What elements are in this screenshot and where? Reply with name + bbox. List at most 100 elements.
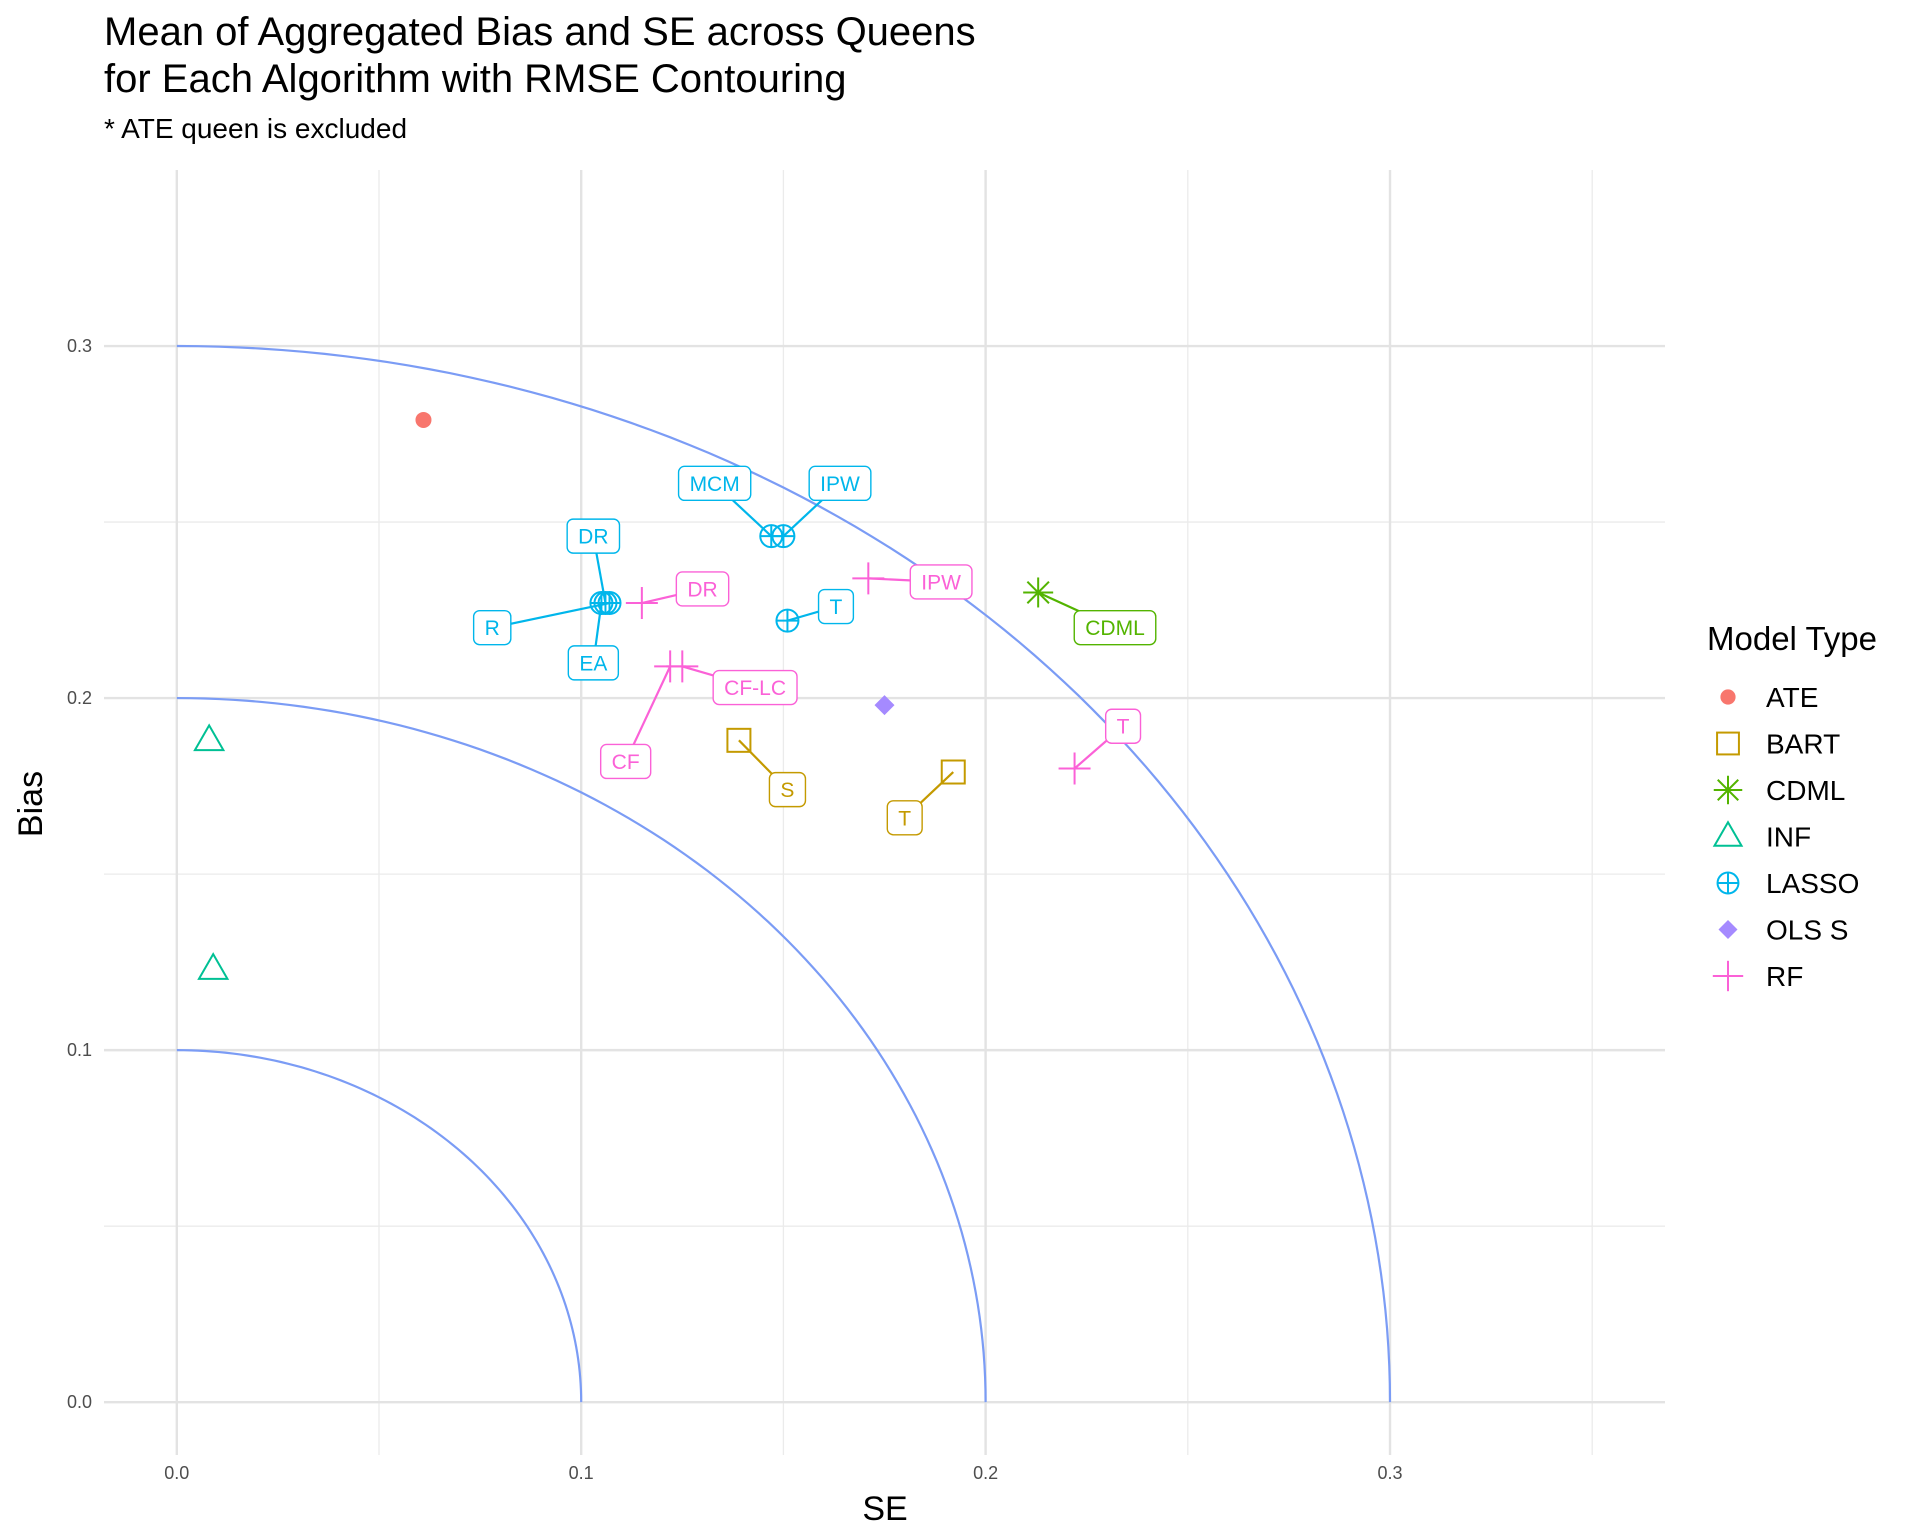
legend-item-rf: RF — [1712, 960, 1803, 992]
legend-key-0-mark — [1720, 689, 1736, 705]
point-lasso-7 — [771, 524, 796, 549]
point-ols-s-12-mark — [874, 695, 895, 716]
y-axis-ticks: 0.0 0.1 0.2 0.3 — [67, 336, 92, 1412]
point-inf-4-mark — [193, 723, 226, 752]
label-rf-cf-lc: CF-LC — [712, 669, 798, 706]
point-lasso-10 — [589, 591, 614, 616]
legend-key-1-mark — [1716, 731, 1740, 756]
chart-subtitle: * ATE queen is excluded — [104, 113, 407, 144]
label-box-10 — [567, 645, 620, 681]
label-lasso-ipw: IPW — [808, 465, 872, 502]
label-text-7: IPW — [820, 473, 860, 496]
legend-item-ols-s: OLS S — [1718, 915, 1848, 946]
point-rf-17 — [666, 650, 699, 683]
chart-title-line-1: Mean of Aggregated Bias and SE across Qu… — [104, 10, 976, 54]
legend-item-ate: ATE — [1720, 682, 1818, 713]
legend-item-bart: BART — [1716, 729, 1840, 760]
label-box-8 — [566, 518, 621, 554]
point-inf-5-mark — [197, 952, 230, 980]
point-lasso-11 — [775, 608, 800, 633]
label-rf-cf: CF — [599, 743, 652, 780]
x-axis-ticks: 0.0 0.1 0.2 0.3 — [164, 1463, 1402, 1483]
label-text-8: DR — [578, 526, 608, 549]
grid — [104, 170, 1665, 1455]
label-text-6: MCM — [690, 473, 740, 496]
x-tick-label-0: 0.0 — [164, 1463, 189, 1483]
data-points — [193, 411, 1091, 980]
point-inf-4 — [193, 723, 226, 752]
label-text-9: R — [485, 617, 500, 640]
legend-key-5-mark — [1718, 920, 1738, 939]
point-cdml-3 — [1023, 577, 1054, 608]
label-box-9 — [472, 609, 512, 646]
label-text-16: CF — [612, 751, 640, 774]
y-tick-label-3: 0.3 — [67, 336, 92, 356]
legend-label-3: INF — [1766, 822, 1811, 853]
label-box-1 — [768, 771, 807, 808]
label-box-14 — [909, 564, 973, 600]
legend-key-4 — [1716, 871, 1740, 895]
label-lasso-mcm: MCM — [677, 465, 752, 502]
label-box-7 — [808, 465, 872, 502]
point-ols-s-12 — [874, 695, 895, 716]
label-lasso-ea: EA — [567, 645, 620, 681]
label-rf-t: T — [1104, 708, 1142, 744]
label-text-15: T — [1117, 716, 1130, 739]
rmse-contour-2 — [176, 344, 1392, 1403]
legend-title: Model Type — [1707, 620, 1877, 657]
label-text-2: T — [898, 807, 911, 830]
rmse-contours — [176, 344, 1392, 1403]
point-inf-5 — [197, 952, 230, 980]
point-rf-15 — [1058, 752, 1091, 785]
label-lasso-r: R — [472, 609, 512, 646]
label-bart-s: S — [768, 771, 807, 808]
point-bart-1 — [726, 727, 752, 753]
data-labels: S T CDML MCM IPW DR R EA T DR IPW T CF CF-LC — [472, 465, 1157, 836]
label-box-17 — [712, 669, 798, 706]
legend-label-6: RF — [1766, 961, 1803, 992]
connector-9 — [492, 601, 610, 629]
rmse-contour-0 — [176, 1049, 583, 1403]
y-tick-label-0: 0.0 — [67, 1392, 92, 1412]
legend-label-0: ATE — [1766, 682, 1818, 713]
x-tick-label-1: 0.1 — [569, 1463, 594, 1483]
legend-item-cdml: CDML — [1713, 775, 1845, 806]
label-box-15 — [1104, 708, 1142, 744]
y-tick-label-2: 0.2 — [67, 688, 92, 708]
label-lasso-dr: DR — [566, 518, 621, 554]
label-text-10: EA — [579, 652, 607, 675]
legend-key-6 — [1712, 960, 1744, 992]
point-ate-0 — [415, 411, 432, 428]
rmse-contour-1 — [176, 696, 987, 1403]
legend-key-0 — [1720, 689, 1736, 705]
label-text-14: IPW — [921, 571, 961, 594]
legend-key-3-mark — [1712, 820, 1744, 847]
label-text-11: T — [830, 596, 843, 619]
x-axis-title: SE — [862, 1490, 907, 1528]
legend-key-3 — [1712, 820, 1744, 847]
y-axis-title: Bias — [12, 771, 50, 837]
label-rf-dr: DR — [675, 571, 730, 607]
label-box-2 — [886, 800, 923, 836]
legend-key-1 — [1716, 731, 1740, 756]
x-tick-label-2: 0.2 — [973, 1463, 998, 1483]
label-box-6 — [677, 465, 752, 502]
legend-item-lasso: LASSO — [1716, 868, 1859, 899]
legend-key-2-diag2 — [1717, 779, 1739, 801]
legend-label-2: CDML — [1766, 775, 1845, 806]
point-bart-2 — [940, 759, 966, 785]
chart-title-line-2: for Each Algorithm with RMSE Contouring — [104, 57, 847, 101]
point-bart-1-mark — [726, 727, 752, 753]
legend-label-5: OLS S — [1766, 915, 1848, 946]
legend-label-4: LASSO — [1766, 868, 1859, 899]
x-tick-label-3: 0.3 — [1377, 1463, 1402, 1483]
point-cdml-3-diag2 — [1026, 580, 1050, 604]
label-text-3: CDML — [1085, 617, 1145, 640]
label-box-3 — [1073, 609, 1157, 646]
label-box-11 — [817, 588, 855, 625]
label-lasso-t: T — [817, 588, 855, 625]
y-tick-label-1: 0.1 — [67, 1040, 92, 1060]
legend: Model Type ATE BART CDML INF LASSO OLS S RF — [1707, 620, 1877, 992]
label-rf-ipw: IPW — [909, 564, 973, 600]
